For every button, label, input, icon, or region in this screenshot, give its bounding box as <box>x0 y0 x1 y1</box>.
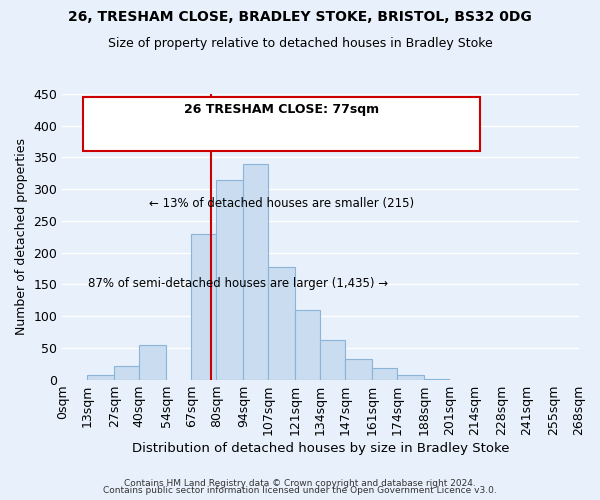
Bar <box>373 368 397 380</box>
Y-axis label: Number of detached properties: Number of detached properties <box>15 138 28 336</box>
Text: 26 TRESHAM CLOSE: 77sqm: 26 TRESHAM CLOSE: 77sqm <box>184 102 379 116</box>
Bar <box>397 374 424 380</box>
Bar <box>320 340 346 380</box>
FancyBboxPatch shape <box>83 97 481 151</box>
Text: Size of property relative to detached houses in Bradley Stoke: Size of property relative to detached ho… <box>107 38 493 51</box>
Bar <box>295 310 320 380</box>
X-axis label: Distribution of detached houses by size in Bradley Stoke: Distribution of detached houses by size … <box>131 442 509 455</box>
Bar <box>191 234 217 380</box>
Text: 26, TRESHAM CLOSE, BRADLEY STOKE, BRISTOL, BS32 0DG: 26, TRESHAM CLOSE, BRADLEY STOKE, BRISTO… <box>68 10 532 24</box>
Bar <box>424 379 449 380</box>
Bar <box>88 376 114 380</box>
Text: ← 13% of detached houses are smaller (215): ← 13% of detached houses are smaller (21… <box>149 197 414 210</box>
Bar <box>244 164 268 380</box>
Text: Contains HM Land Registry data © Crown copyright and database right 2024.: Contains HM Land Registry data © Crown c… <box>124 478 476 488</box>
Text: 87% of semi-detached houses are larger (1,435) →: 87% of semi-detached houses are larger (… <box>88 277 388 290</box>
Bar <box>139 345 166 380</box>
Bar <box>346 358 373 380</box>
Bar <box>217 180 244 380</box>
Bar <box>114 366 139 380</box>
Bar <box>268 268 295 380</box>
Text: Contains public sector information licensed under the Open Government Licence v3: Contains public sector information licen… <box>103 486 497 495</box>
